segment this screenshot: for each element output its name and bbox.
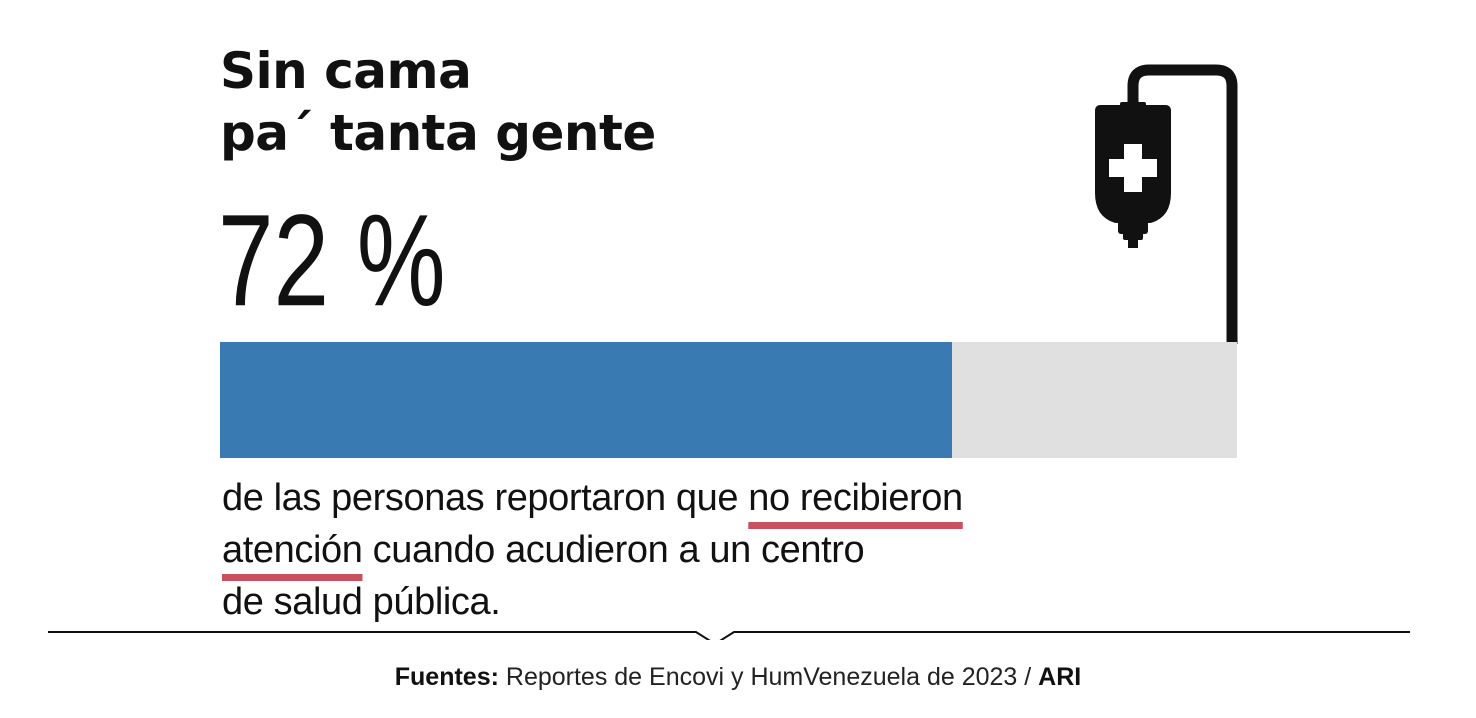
source-text: Reportes de Encovi y HumVenezuela de 202… bbox=[498, 663, 1039, 691]
description: de las personas reportaron que no recibi… bbox=[222, 472, 1122, 628]
chart-title-line-2: pa´ tanta gente bbox=[220, 104, 656, 162]
progress-bar-fill bbox=[220, 342, 953, 458]
progress-bar-track bbox=[220, 342, 1237, 458]
chart-title-line-1: Sin cama bbox=[220, 42, 472, 100]
source-org: ARI bbox=[1038, 663, 1082, 691]
divider-with-pointer bbox=[48, 631, 1410, 640]
description-text-2b: cuando acudieron a un centro bbox=[362, 529, 865, 571]
description-text-1a: de las personas reportaron que bbox=[222, 477, 749, 519]
description-line-3: de salud pública. bbox=[222, 581, 501, 623]
percent-value: 72 % bbox=[218, 187, 446, 334]
description-line-2: atención cuando acudieron a un centro bbox=[222, 524, 1122, 576]
source-note: Fuentes: Reportes de Encovi y HumVenezue… bbox=[0, 660, 1476, 694]
chart-title: Sin cama pa´ tanta gente bbox=[220, 40, 656, 164]
description-line-1: de las personas reportaron que no recibi… bbox=[222, 472, 1122, 524]
source-label: Fuentes: bbox=[394, 663, 499, 691]
highlight-atencion: atención bbox=[222, 529, 363, 571]
iv-bag-icon bbox=[1095, 64, 1238, 344]
highlight-no-recibieron: no recibieron bbox=[748, 477, 963, 519]
